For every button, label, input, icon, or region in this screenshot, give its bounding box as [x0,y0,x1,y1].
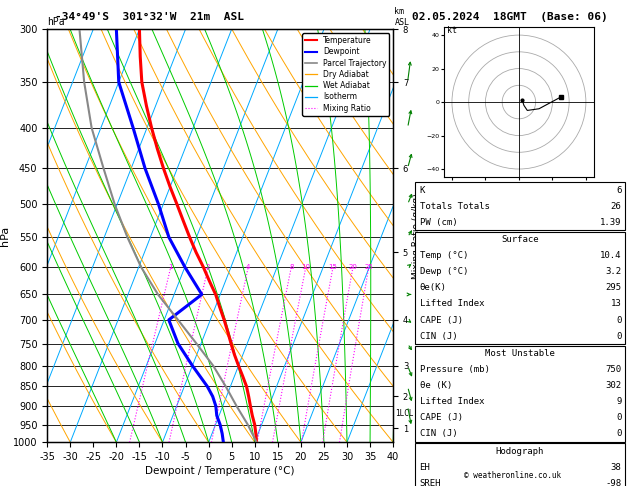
Text: Hodograph: Hodograph [496,447,544,456]
Text: Most Unstable: Most Unstable [485,349,555,358]
Text: 38: 38 [611,463,621,472]
Text: CIN (J): CIN (J) [420,331,457,341]
Text: 0: 0 [616,429,621,438]
Text: -98: -98 [605,479,621,486]
Text: 26: 26 [611,202,621,211]
Text: CAPE (J): CAPE (J) [420,413,462,422]
Text: Surface: Surface [501,235,538,244]
X-axis label: Dewpoint / Temperature (°C): Dewpoint / Temperature (°C) [145,466,295,476]
Text: 6: 6 [616,186,621,195]
Text: 10.4: 10.4 [600,251,621,260]
Text: 20: 20 [348,264,357,270]
Text: Dewp (°C): Dewp (°C) [420,267,468,277]
Text: Totals Totals: Totals Totals [420,202,489,211]
Text: 0: 0 [616,315,621,325]
Text: Lifted Index: Lifted Index [420,299,484,309]
Text: θe (K): θe (K) [420,381,452,390]
Text: 3.2: 3.2 [605,267,621,277]
Text: 1: 1 [169,264,173,270]
Text: 10: 10 [301,264,310,270]
Text: 1.39: 1.39 [600,218,621,227]
Text: 302: 302 [605,381,621,390]
Text: km
ASL: km ASL [394,7,409,27]
Text: PW (cm): PW (cm) [420,218,457,227]
Text: 02.05.2024  18GMT  (Base: 06): 02.05.2024 18GMT (Base: 06) [412,12,608,22]
Text: SREH: SREH [420,479,441,486]
Text: CIN (J): CIN (J) [420,429,457,438]
Y-axis label: Mixing Ratio (g/kg): Mixing Ratio (g/kg) [413,193,421,278]
Text: Pressure (mb): Pressure (mb) [420,365,489,374]
Text: θe(K): θe(K) [420,283,447,293]
Text: 15: 15 [328,264,338,270]
Text: -34°49'S  301°32'W  21m  ASL: -34°49'S 301°32'W 21m ASL [55,12,244,22]
Text: Temp (°C): Temp (°C) [420,251,468,260]
Text: © weatheronline.co.uk: © weatheronline.co.uk [464,471,561,480]
Text: 0: 0 [616,413,621,422]
Text: K: K [420,186,425,195]
Text: CAPE (J): CAPE (J) [420,315,462,325]
Text: hPa: hPa [47,17,65,27]
Text: 295: 295 [605,283,621,293]
Text: kt: kt [447,26,457,35]
Y-axis label: hPa: hPa [0,226,10,246]
Legend: Temperature, Dewpoint, Parcel Trajectory, Dry Adiabat, Wet Adiabat, Isotherm, Mi: Temperature, Dewpoint, Parcel Trajectory… [302,33,389,116]
Text: 8: 8 [289,264,294,270]
Text: 2: 2 [206,264,210,270]
Text: Lifted Index: Lifted Index [420,397,484,406]
Text: EH: EH [420,463,430,472]
Text: 9: 9 [616,397,621,406]
Text: 13: 13 [611,299,621,309]
Text: 4: 4 [246,264,250,270]
Text: 1LCL: 1LCL [396,409,414,418]
Text: 0: 0 [616,331,621,341]
Text: 25: 25 [364,264,373,270]
Text: 750: 750 [605,365,621,374]
